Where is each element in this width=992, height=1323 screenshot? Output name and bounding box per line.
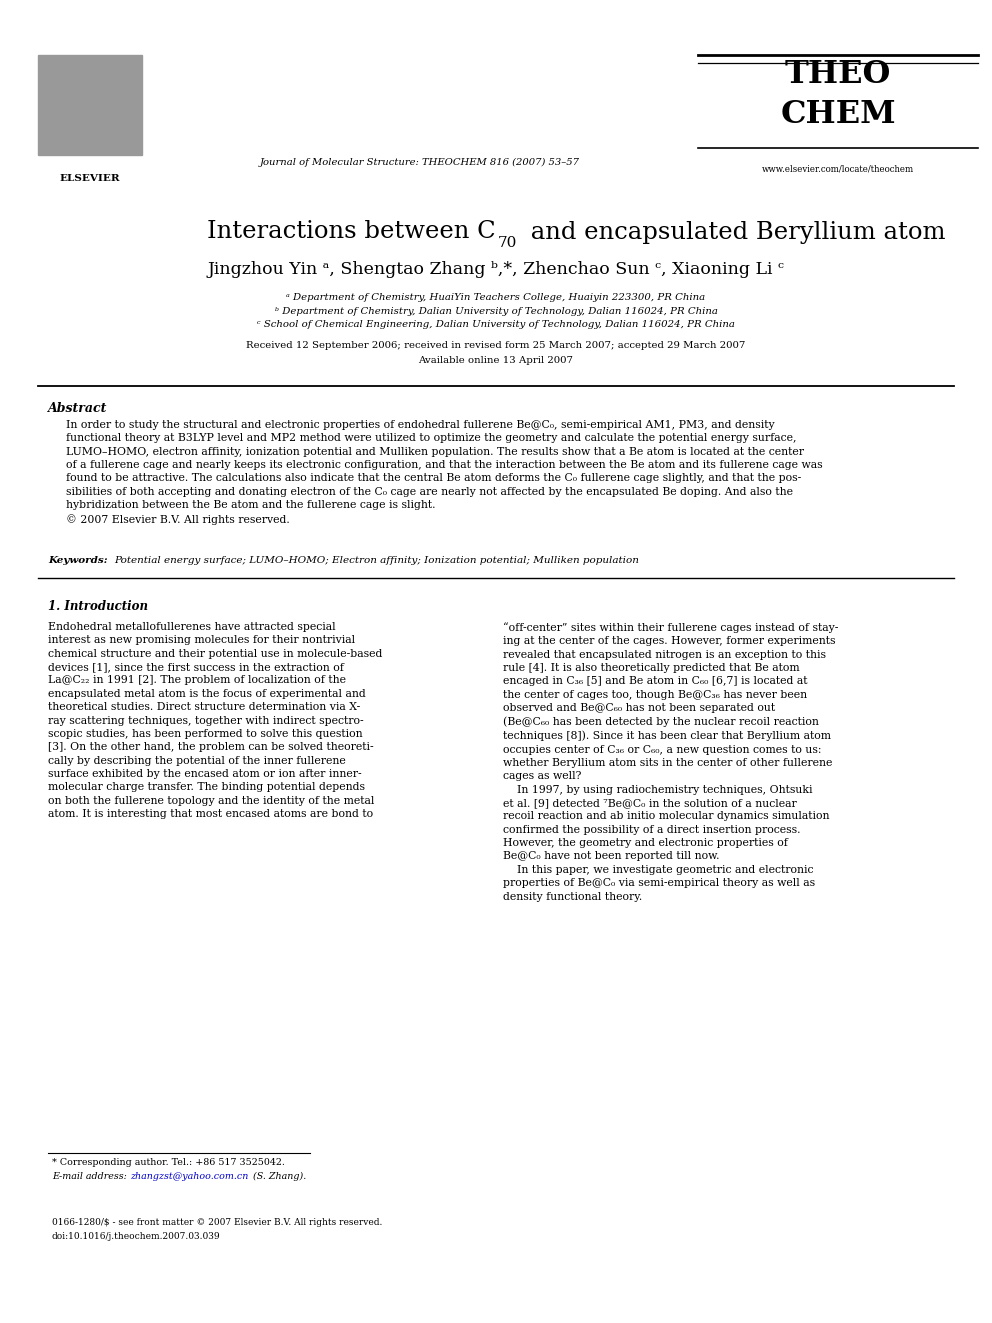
Text: Abstract: Abstract <box>48 402 107 415</box>
Text: doi:10.1016/j.theochem.2007.03.039: doi:10.1016/j.theochem.2007.03.039 <box>52 1232 220 1241</box>
Bar <box>38 56 142 155</box>
Text: (S. Zhang).: (S. Zhang). <box>250 1172 307 1181</box>
Text: ᵇ Department of Chemistry, Dalian University of Technology, Dalian 116024, PR Ch: ᵇ Department of Chemistry, Dalian Univer… <box>275 307 717 315</box>
Text: Potential energy surface; LUMO–HOMO; Electron affinity; Ionization potential; Mu: Potential energy surface; LUMO–HOMO; Ele… <box>114 556 639 565</box>
Text: www.elsevier.com/locate/theochem: www.elsevier.com/locate/theochem <box>762 165 914 175</box>
Text: Keywords:: Keywords: <box>48 556 111 565</box>
Text: 70: 70 <box>498 235 518 250</box>
Text: E-mail address:: E-mail address: <box>52 1172 130 1181</box>
Text: Journal of Molecular Structure: THEOCHEM 816 (2007) 53–57: Journal of Molecular Structure: THEOCHEM… <box>260 157 580 167</box>
Text: ELSEVIER: ELSEVIER <box>60 175 120 183</box>
Text: 0166-1280/$ - see front matter © 2007 Elsevier B.V. All rights reserved.: 0166-1280/$ - see front matter © 2007 El… <box>52 1218 382 1226</box>
Text: Received 12 September 2006; received in revised form 25 March 2007; accepted 29 : Received 12 September 2006; received in … <box>246 341 746 351</box>
Text: THEO: THEO <box>785 60 891 90</box>
Text: “off-center” sites within their fullerene cages instead of stay-
ing at the cent: “off-center” sites within their fulleren… <box>503 622 838 901</box>
Text: Interactions between C: Interactions between C <box>207 221 496 243</box>
Text: Jingzhou Yin ᵃ, Shengtao Zhang ᵇ,*, Zhenchao Sun ᶜ, Xiaoning Li ᶜ: Jingzhou Yin ᵃ, Shengtao Zhang ᵇ,*, Zhen… <box>207 262 785 279</box>
Text: 1. Introduction: 1. Introduction <box>48 601 148 613</box>
Text: * Corresponding author. Tel.: +86 517 3525042.: * Corresponding author. Tel.: +86 517 35… <box>52 1158 285 1167</box>
Text: Available online 13 April 2007: Available online 13 April 2007 <box>419 356 573 365</box>
Text: and encapsulated Beryllium atom: and encapsulated Beryllium atom <box>523 221 945 243</box>
Text: ᵃ Department of Chemistry, HuaiYin Teachers College, Huaiyin 223300, PR China: ᵃ Department of Chemistry, HuaiYin Teach… <box>287 294 705 303</box>
Text: CHEM: CHEM <box>780 99 896 130</box>
Text: ᶜ School of Chemical Engineering, Dalian University of Technology, Dalian 116024: ᶜ School of Chemical Engineering, Dalian… <box>257 319 735 328</box>
Text: Endohedral metallofullerenes have attracted special
interest as new promising mo: Endohedral metallofullerenes have attrac… <box>48 622 382 819</box>
Text: In order to study the structural and electronic properties of endohedral fullere: In order to study the structural and ele… <box>66 419 822 525</box>
Text: zhangzst@yahoo.com.cn: zhangzst@yahoo.com.cn <box>130 1172 248 1181</box>
